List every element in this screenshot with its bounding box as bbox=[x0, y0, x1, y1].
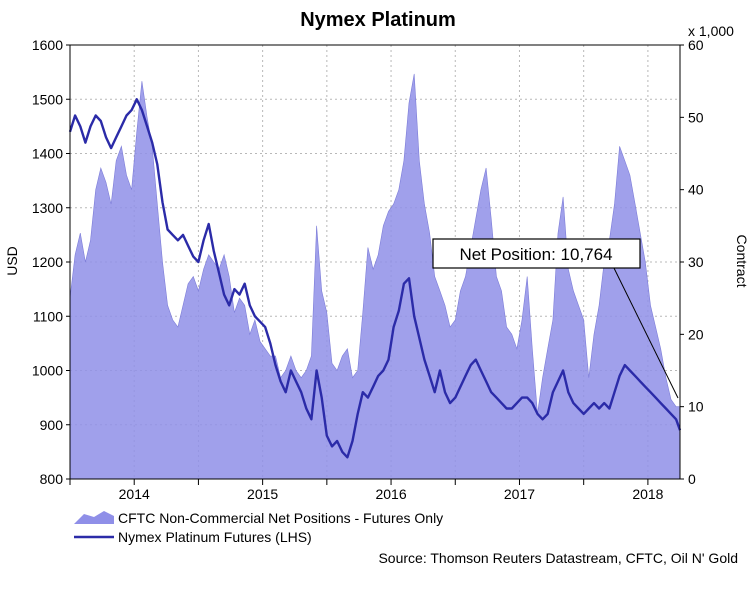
callout-pointer bbox=[611, 263, 679, 399]
right-tick-label: 40 bbox=[688, 182, 704, 198]
left-tick-label: 800 bbox=[40, 471, 64, 487]
legend: CFTC Non-Commercial Net Positions - Futu… bbox=[74, 510, 443, 545]
callout-box bbox=[432, 238, 641, 269]
left-tick-label: 1600 bbox=[32, 37, 63, 53]
platinum-price-line bbox=[68, 98, 682, 459]
right-axis-ticks: 0 10 20 30 40 50 60 bbox=[680, 37, 704, 487]
left-tick-label: 1200 bbox=[32, 254, 63, 270]
x-tick-label: 2014 bbox=[119, 486, 150, 502]
left-tick-label: 900 bbox=[40, 417, 64, 433]
x-axis-ticks: 2014 2015 2016 2017 2018 bbox=[69, 479, 664, 502]
left-tick-label: 1400 bbox=[32, 146, 63, 162]
left-tick-label: 1500 bbox=[32, 91, 63, 107]
x-tick-label: 2017 bbox=[504, 486, 535, 502]
right-tick-label: 10 bbox=[688, 399, 704, 415]
y-axis-label-right: Contract bbox=[734, 235, 750, 288]
right-tick-label: 30 bbox=[688, 254, 704, 270]
left-axis-ticks: 800 900 1000 1100 1200 1300 1400 1500 1600 bbox=[32, 37, 70, 487]
right-tick-label: 50 bbox=[688, 109, 704, 125]
right-tick-label: 0 bbox=[688, 471, 696, 487]
left-tick-label: 1300 bbox=[32, 200, 63, 216]
series-area-net-positions bbox=[69, 73, 681, 480]
legend-label-area: CFTC Non-Commercial Net Positions - Futu… bbox=[118, 510, 443, 526]
legend-label-line: Nymex Platinum Futures (LHS) bbox=[118, 529, 312, 545]
y-axis-label-left: USD bbox=[4, 246, 20, 276]
legend-swatch-area bbox=[74, 511, 114, 524]
net-positions-area bbox=[69, 73, 681, 480]
x-tick-label: 2018 bbox=[632, 486, 663, 502]
chart-title: Nymex Platinum bbox=[300, 9, 456, 31]
x-tick-label: 2015 bbox=[247, 486, 278, 502]
source-note: Source: Thomson Reuters Datastream, CFTC… bbox=[378, 550, 738, 566]
callout-label: Net Position: 10,764 bbox=[459, 245, 612, 264]
left-tick-label: 1000 bbox=[32, 363, 63, 379]
right-tick-label: 20 bbox=[688, 326, 704, 342]
net-position-callout: Net Position: 10,764 bbox=[432, 238, 679, 399]
right-tick-label: 60 bbox=[688, 37, 704, 53]
left-tick-label: 1100 bbox=[33, 308, 63, 324]
series-line-platinum-futures bbox=[68, 98, 682, 459]
x-tick-label: 2016 bbox=[375, 486, 406, 502]
right-axis-multiplier: x 1,000 bbox=[688, 23, 734, 39]
